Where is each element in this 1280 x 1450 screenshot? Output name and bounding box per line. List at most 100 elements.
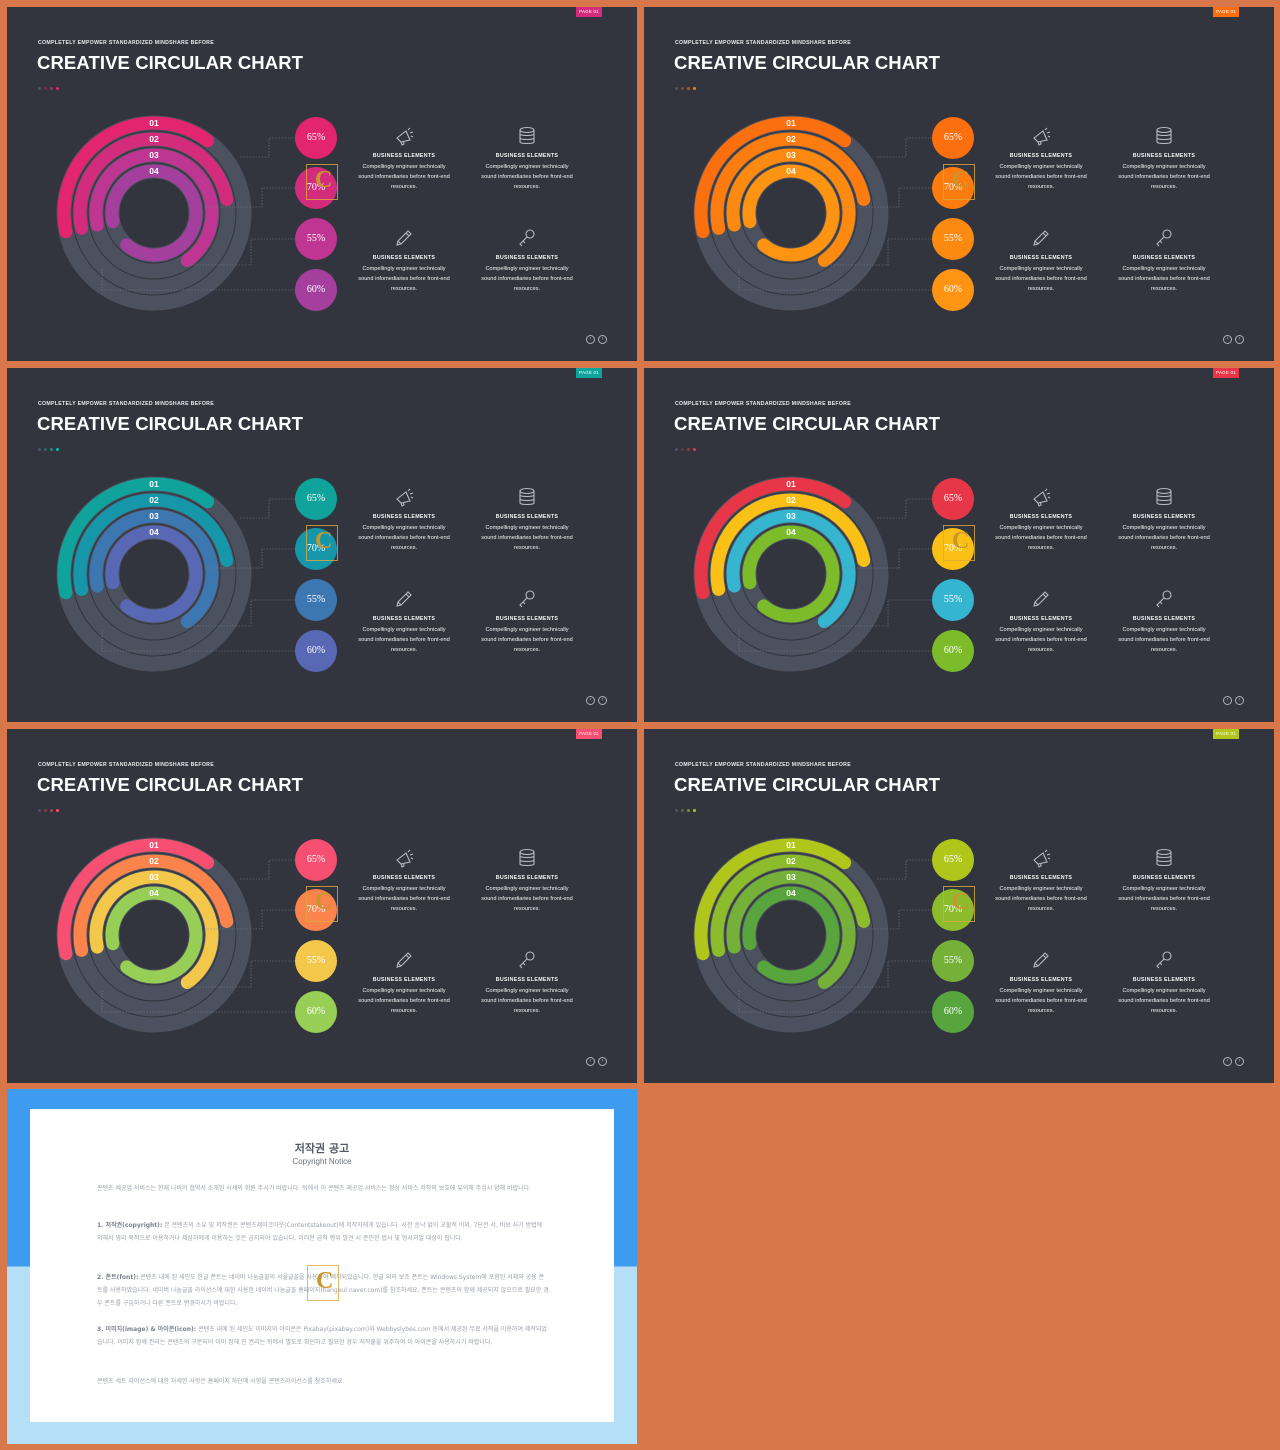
- percent-circle-03: 55%: [295, 579, 337, 621]
- business-desc: resources.: [390, 545, 418, 552]
- radial-chart: 01 02 03 04: [693, 115, 889, 311]
- prev-arrow-icon[interactable]: ‹: [1223, 1057, 1232, 1066]
- percent-circle-03: 55%: [932, 579, 974, 621]
- slide-subtitle: COMPLETELY EMPOWER STANDARDIZED MINDSHAR…: [38, 762, 214, 768]
- business-heading: BUSINESS ELEMENTS: [1132, 977, 1196, 983]
- business-desc: sound infomediaries before front-end: [358, 174, 450, 181]
- business-desc: Compellingly engineer technically: [362, 886, 446, 892]
- prev-arrow-icon[interactable]: ‹: [586, 335, 595, 344]
- business-desc: sound infomediaries before front-end: [358, 998, 450, 1005]
- ring-arc-04: [742, 164, 840, 262]
- next-arrow-icon[interactable]: ›: [1235, 1057, 1244, 1066]
- percent-circle-04: 60%: [932, 630, 974, 672]
- business-heading: BUSINESS ELEMENTS: [1009, 255, 1073, 261]
- database-icon: [1156, 126, 1172, 145]
- business-desc: Compellingly engineer technically: [1122, 988, 1206, 994]
- database-icon: [519, 126, 535, 145]
- business-desc: sound infomediaries before front-end: [1118, 637, 1210, 644]
- slide-3: PAGE 01 COMPLETELY EMPOWER STANDARDIZED …: [7, 368, 637, 722]
- ring-arc-04: [105, 886, 203, 984]
- business-element-1: BUSINESS ELEMENTS Compellingly engineer t…: [348, 486, 460, 554]
- next-arrow-icon[interactable]: ›: [598, 335, 607, 344]
- slide-4: PAGE 01 COMPLETELY EMPOWER STANDARDIZED …: [644, 368, 1274, 722]
- ring-arc-01: [57, 838, 215, 961]
- ring-label-04: 04: [149, 527, 159, 537]
- slide-dots: [38, 448, 59, 451]
- ring-arc-04: [105, 525, 203, 623]
- business-desc: sound infomediaries before front-end: [995, 637, 1087, 644]
- prev-arrow-icon[interactable]: ‹: [1223, 335, 1232, 344]
- business-desc: sound infomediaries before front-end: [481, 276, 573, 283]
- business-desc: Compellingly engineer technically: [362, 627, 446, 633]
- business-heading: BUSINESS ELEMENTS: [1132, 875, 1196, 881]
- ring-arc-03: [726, 148, 856, 267]
- title-dot: [681, 809, 684, 812]
- ring-label-04: 04: [149, 888, 159, 898]
- percent-circle-01: 65%: [295, 117, 337, 159]
- business-desc: resources.: [1150, 1008, 1178, 1015]
- slide-subtitle: COMPLETELY EMPOWER STANDARDIZED MINDSHAR…: [38, 401, 214, 407]
- business-element-3: BUSINESS ELEMENTS Compellingly engineer t…: [348, 588, 460, 656]
- next-arrow-icon[interactable]: ›: [598, 1057, 607, 1066]
- ring-arc-03: [89, 148, 219, 267]
- page-tag: PAGE 01: [1213, 729, 1239, 739]
- business-desc: resources.: [1027, 1008, 1055, 1015]
- ring-label-02: 02: [786, 495, 796, 505]
- business-element-1: BUSINESS ELEMENTS Compellingly engineer t…: [985, 125, 1097, 193]
- business-desc: resources.: [513, 906, 541, 913]
- business-desc: Compellingly engineer technically: [485, 266, 569, 272]
- prev-arrow-icon[interactable]: ‹: [586, 696, 595, 705]
- business-desc: resources.: [1150, 906, 1178, 913]
- next-arrow-icon[interactable]: ›: [598, 696, 607, 705]
- notice-intro: 콘텐츠 제공업 서비스는 현재 나비의 협약서 소개된 사세의 회원 주시기 바…: [97, 1185, 532, 1192]
- prev-arrow-icon[interactable]: ‹: [1223, 696, 1232, 705]
- pencil-icon: [1033, 952, 1049, 968]
- watermark-logo: C: [306, 525, 338, 561]
- title-dot: [56, 448, 59, 451]
- business-heading: BUSINESS ELEMENTS: [495, 875, 559, 881]
- business-heading: BUSINESS ELEMENTS: [372, 153, 436, 159]
- business-heading: BUSINESS ELEMENTS: [1009, 153, 1073, 159]
- business-desc: sound infomediaries before front-end: [481, 174, 573, 181]
- next-arrow-icon[interactable]: ›: [1235, 696, 1244, 705]
- business-desc: sound infomediaries before front-end: [1118, 174, 1210, 181]
- business-desc: resources.: [390, 286, 418, 293]
- ring-label-01: 01: [149, 118, 159, 128]
- business-desc: sound infomediaries before front-end: [995, 174, 1087, 181]
- business-heading: BUSINESS ELEMENTS: [1132, 616, 1196, 622]
- title-dot: [38, 448, 41, 451]
- slide-dots: [38, 809, 59, 812]
- prev-arrow-icon[interactable]: ‹: [586, 1057, 595, 1066]
- slide-title: CREATIVE CIRCULAR CHART: [37, 774, 304, 795]
- business-desc: resources.: [513, 286, 541, 293]
- ring-label-03: 03: [149, 150, 159, 160]
- business-desc: Compellingly engineer technically: [999, 525, 1083, 531]
- business-desc: resources.: [513, 184, 541, 191]
- business-desc: resources.: [1027, 545, 1055, 552]
- business-element-4: BUSINESS ELEMENTS Compellingly engineer t…: [471, 227, 583, 295]
- business-heading: BUSINESS ELEMENTS: [372, 514, 436, 520]
- title-dot: [38, 809, 41, 812]
- business-desc: resources.: [390, 647, 418, 654]
- next-arrow-icon[interactable]: ›: [1235, 335, 1244, 344]
- business-heading: BUSINESS ELEMENTS: [495, 977, 559, 983]
- business-desc: resources.: [1150, 647, 1178, 654]
- business-desc: Compellingly engineer technically: [999, 627, 1083, 633]
- ring-label-04: 04: [149, 166, 159, 176]
- page-tag: PAGE 01: [576, 368, 602, 378]
- business-element-2: BUSINESS ELEMENTS Compellingly engineer t…: [471, 847, 583, 915]
- radial-chart: 01 02 03 04: [56, 115, 252, 311]
- business-desc: sound infomediaries before front-end: [1118, 535, 1210, 542]
- business-desc: Compellingly engineer technically: [999, 988, 1083, 994]
- slide-subtitle: COMPLETELY EMPOWER STANDARDIZED MINDSHAR…: [675, 762, 851, 768]
- database-icon: [1156, 848, 1172, 867]
- notice-font: 2. 폰트(font): 콘텐츠 내에 된 세인도 한글 폰트는 네이버 나눔글…: [97, 1271, 549, 1310]
- business-desc: resources.: [1027, 906, 1055, 913]
- notice-image: 3. 이미지(image) & 아이콘(icon): 콘텐츠 내에 된 세인도 …: [97, 1323, 549, 1349]
- business-desc: resources.: [1027, 184, 1055, 191]
- title-dot: [50, 87, 53, 90]
- business-desc: Compellingly engineer technically: [485, 525, 569, 531]
- business-element-1: BUSINESS ELEMENTS Compellingly engineer t…: [985, 486, 1097, 554]
- watermark-logo: C: [306, 886, 338, 922]
- business-heading: BUSINESS ELEMENTS: [495, 153, 559, 159]
